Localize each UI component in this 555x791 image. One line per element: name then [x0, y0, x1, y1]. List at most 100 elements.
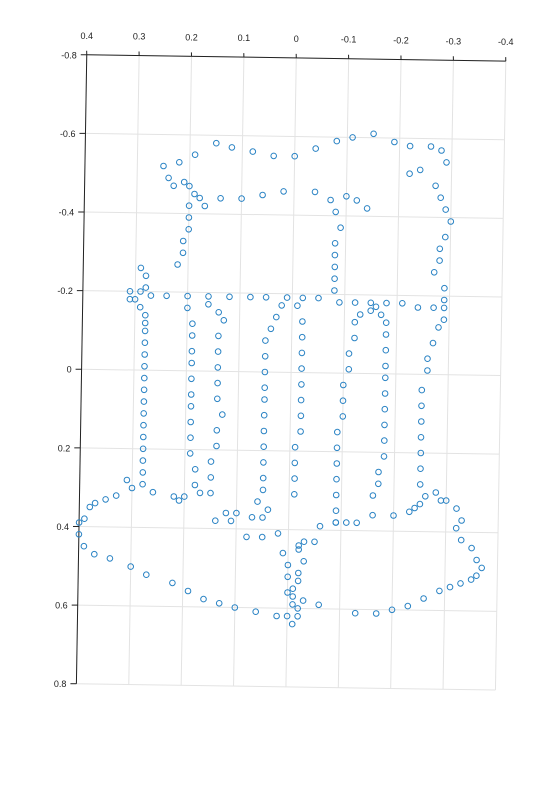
data-point: [332, 208, 340, 216]
data-point: [102, 496, 109, 503]
data-point: [205, 301, 212, 308]
data-point: [147, 292, 155, 299]
data-point: [280, 188, 287, 195]
data-point: [215, 332, 222, 340]
data-point: [141, 351, 148, 358]
data-point: [196, 194, 203, 202]
data-point: [447, 218, 455, 225]
data-point: [298, 349, 306, 357]
data-point: [258, 533, 266, 541]
data-point: [214, 348, 222, 355]
data-point: [261, 384, 269, 392]
axes: [70, 50, 507, 685]
data-point: [351, 609, 359, 617]
data-point: [106, 555, 114, 562]
data-point: [259, 486, 267, 494]
data-point: [259, 514, 266, 521]
data-point: [284, 561, 292, 569]
data-point: [404, 602, 412, 610]
data-point: [334, 428, 341, 436]
data-point: [299, 294, 307, 302]
data-point: [165, 174, 172, 182]
data-point: [141, 374, 148, 382]
data-point: [294, 613, 301, 620]
data-point: [261, 396, 268, 403]
data-point: [391, 138, 398, 146]
data-point: [372, 610, 380, 617]
x-tick-label: 0.3: [133, 32, 146, 42]
data-point: [331, 263, 339, 271]
data-point: [143, 571, 150, 579]
data-point: [442, 206, 450, 213]
data-point: [437, 194, 445, 201]
data-point: [215, 600, 223, 607]
data-point: [288, 620, 296, 628]
data-point: [382, 331, 390, 338]
data-point: [295, 546, 303, 553]
data-point: [458, 517, 465, 524]
data-point: [291, 443, 299, 451]
data-point: [91, 550, 98, 558]
data-point: [382, 374, 389, 382]
data-point: [440, 316, 448, 324]
data-point: [213, 442, 220, 450]
data-point: [214, 379, 221, 387]
data-point: [184, 304, 191, 312]
data-point: [188, 359, 195, 367]
data-point: [139, 469, 147, 476]
data-point: [351, 299, 359, 306]
data-point: [137, 288, 144, 295]
data-point: [369, 511, 376, 519]
data-point: [343, 193, 350, 200]
data-point: [141, 319, 149, 327]
data-point: [446, 583, 454, 591]
data-point: [137, 264, 145, 272]
data-point: [399, 300, 406, 307]
data-point: [201, 202, 209, 210]
data-point: [298, 365, 305, 372]
data-point: [80, 542, 88, 550]
data-point: [259, 474, 267, 482]
data-point: [75, 519, 83, 526]
data-point: [226, 293, 233, 301]
data-point: [179, 249, 187, 257]
data-point: [243, 533, 250, 541]
grid-line-y-8: [76, 683, 496, 691]
data-point: [149, 488, 157, 496]
data-point: [331, 251, 339, 259]
data-point: [249, 148, 257, 155]
data-point: [247, 293, 254, 301]
data-point: [128, 484, 136, 492]
data-point: [274, 530, 282, 537]
y-tick-label: 0.6: [55, 601, 68, 611]
data-point: [207, 458, 215, 465]
data-point: [441, 284, 448, 292]
data-point: [273, 313, 280, 321]
data-point: [343, 519, 350, 526]
data-point: [163, 292, 170, 300]
data-point: [382, 319, 390, 327]
grid-line-y-3: [82, 290, 502, 298]
y-tick-label: 0: [67, 365, 72, 375]
data-point: [388, 606, 396, 614]
data-point: [333, 475, 340, 483]
data-point: [270, 152, 278, 160]
x-tick-label: -0.2: [393, 36, 409, 46]
data-point: [353, 519, 361, 527]
data-point: [438, 147, 445, 154]
data-point: [457, 536, 465, 544]
data-point: [339, 397, 347, 405]
data-point: [418, 402, 425, 410]
data-point: [142, 284, 150, 291]
data-point: [436, 587, 443, 595]
data-point: [86, 503, 94, 511]
data-point: [473, 572, 480, 580]
data-point: [220, 317, 228, 324]
data-point: [188, 332, 196, 339]
data-point: [278, 302, 286, 309]
data-point: [383, 299, 390, 307]
data-point: [294, 605, 302, 612]
y-tick-label: -0.4: [59, 208, 75, 218]
data-point: [294, 302, 301, 310]
data-point: [180, 178, 188, 186]
